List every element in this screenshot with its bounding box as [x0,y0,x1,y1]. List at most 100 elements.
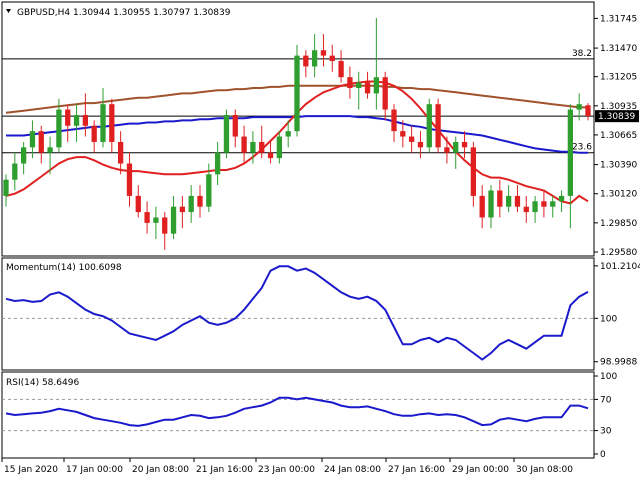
candle[interactable] [497,179,503,218]
candle-body [461,141,468,148]
candle[interactable] [38,125,44,164]
candle[interactable] [320,34,327,67]
candle[interactable] [56,98,62,153]
candle[interactable] [12,152,18,191]
candle[interactable] [267,141,274,164]
candle[interactable] [29,120,36,159]
candle-body [29,131,36,148]
momentum-panel: 101.2104 100 98.9988 Momentum(14) 100.6098 [1,257,640,371]
candle[interactable] [567,104,574,229]
candle[interactable] [435,98,441,153]
candle[interactable] [47,136,53,175]
candle-body [488,190,494,218]
candle-body [250,141,256,153]
candle[interactable] [364,71,371,99]
candle[interactable] [373,17,380,110]
fib-level-label: 23.6 [572,143,592,153]
candle[interactable] [400,120,406,148]
candle-body [567,109,574,196]
candle[interactable] [417,131,424,159]
candle[interactable] [505,185,512,213]
price-tick-label: 1.30390 [600,161,637,171]
candle-body [153,217,159,223]
candle-body [162,217,168,234]
candle[interactable] [232,109,238,148]
candle[interactable] [241,125,247,164]
candle-body [3,179,9,196]
candle-body [364,82,371,94]
candle[interactable] [444,136,450,164]
candle[interactable] [329,44,335,72]
candle-body [505,195,512,207]
candle[interactable] [576,93,582,121]
candle[interactable] [100,88,106,148]
candle[interactable] [65,104,71,142]
triangle-down-icon [6,9,11,13]
candle[interactable] [197,185,203,218]
candle[interactable] [453,136,459,169]
momentum-series [5,265,589,361]
candle[interactable] [109,98,115,153]
candle[interactable] [144,201,150,234]
candle-body [356,82,362,88]
candle[interactable] [170,195,177,240]
candle[interactable] [356,71,362,110]
candle[interactable] [135,185,141,218]
candle[interactable] [162,212,168,250]
candle-body [541,201,547,207]
candle[interactable] [382,71,388,121]
candle[interactable] [206,163,212,213]
candle[interactable] [550,195,556,218]
candle[interactable] [303,50,309,78]
candle-body [91,125,97,142]
candle[interactable] [470,141,477,207]
momentum-panel-frame [1,257,595,371]
candle[interactable] [153,206,159,240]
candle[interactable] [523,195,529,223]
candle[interactable] [426,98,432,153]
candle[interactable] [20,141,27,175]
candle[interactable] [91,120,97,153]
candle[interactable] [3,174,9,207]
candle[interactable] [285,120,291,148]
candle[interactable] [188,185,194,223]
candle[interactable] [461,131,468,159]
candle[interactable] [532,195,538,223]
candle-body [47,147,53,153]
candle-body [135,195,141,213]
candle[interactable] [294,44,300,137]
candle-body [435,104,441,148]
candles[interactable] [3,17,591,250]
candle-body [285,131,291,137]
candle[interactable] [514,185,521,213]
candle[interactable] [259,125,265,159]
candle[interactable] [347,66,353,99]
candle[interactable] [558,190,565,213]
candle[interactable] [479,185,485,229]
candle-body [179,206,186,213]
candle[interactable] [82,93,89,137]
candle[interactable] [73,104,80,142]
candle[interactable] [276,131,283,164]
candle[interactable] [223,109,230,159]
candle[interactable] [541,190,547,218]
price-tick-label: 1.29580 [600,248,637,258]
candle[interactable] [391,104,397,142]
candle[interactable] [311,34,318,78]
candle[interactable] [408,125,415,153]
candle[interactable] [585,103,591,121]
candle[interactable] [250,131,256,164]
candle-body [82,114,89,126]
candle[interactable] [126,152,133,207]
momentum-tick-label: 101.2104 [600,262,640,272]
candle[interactable] [117,131,124,175]
price-tick-label: 1.29850 [600,219,637,229]
time-tick-label: 24 Jan 08:00 [324,465,381,475]
candle-body [117,141,124,164]
candle[interactable] [179,195,186,229]
candle[interactable] [488,185,494,229]
candle[interactable] [338,50,344,83]
candle[interactable] [214,141,221,186]
candle-body [241,136,247,153]
